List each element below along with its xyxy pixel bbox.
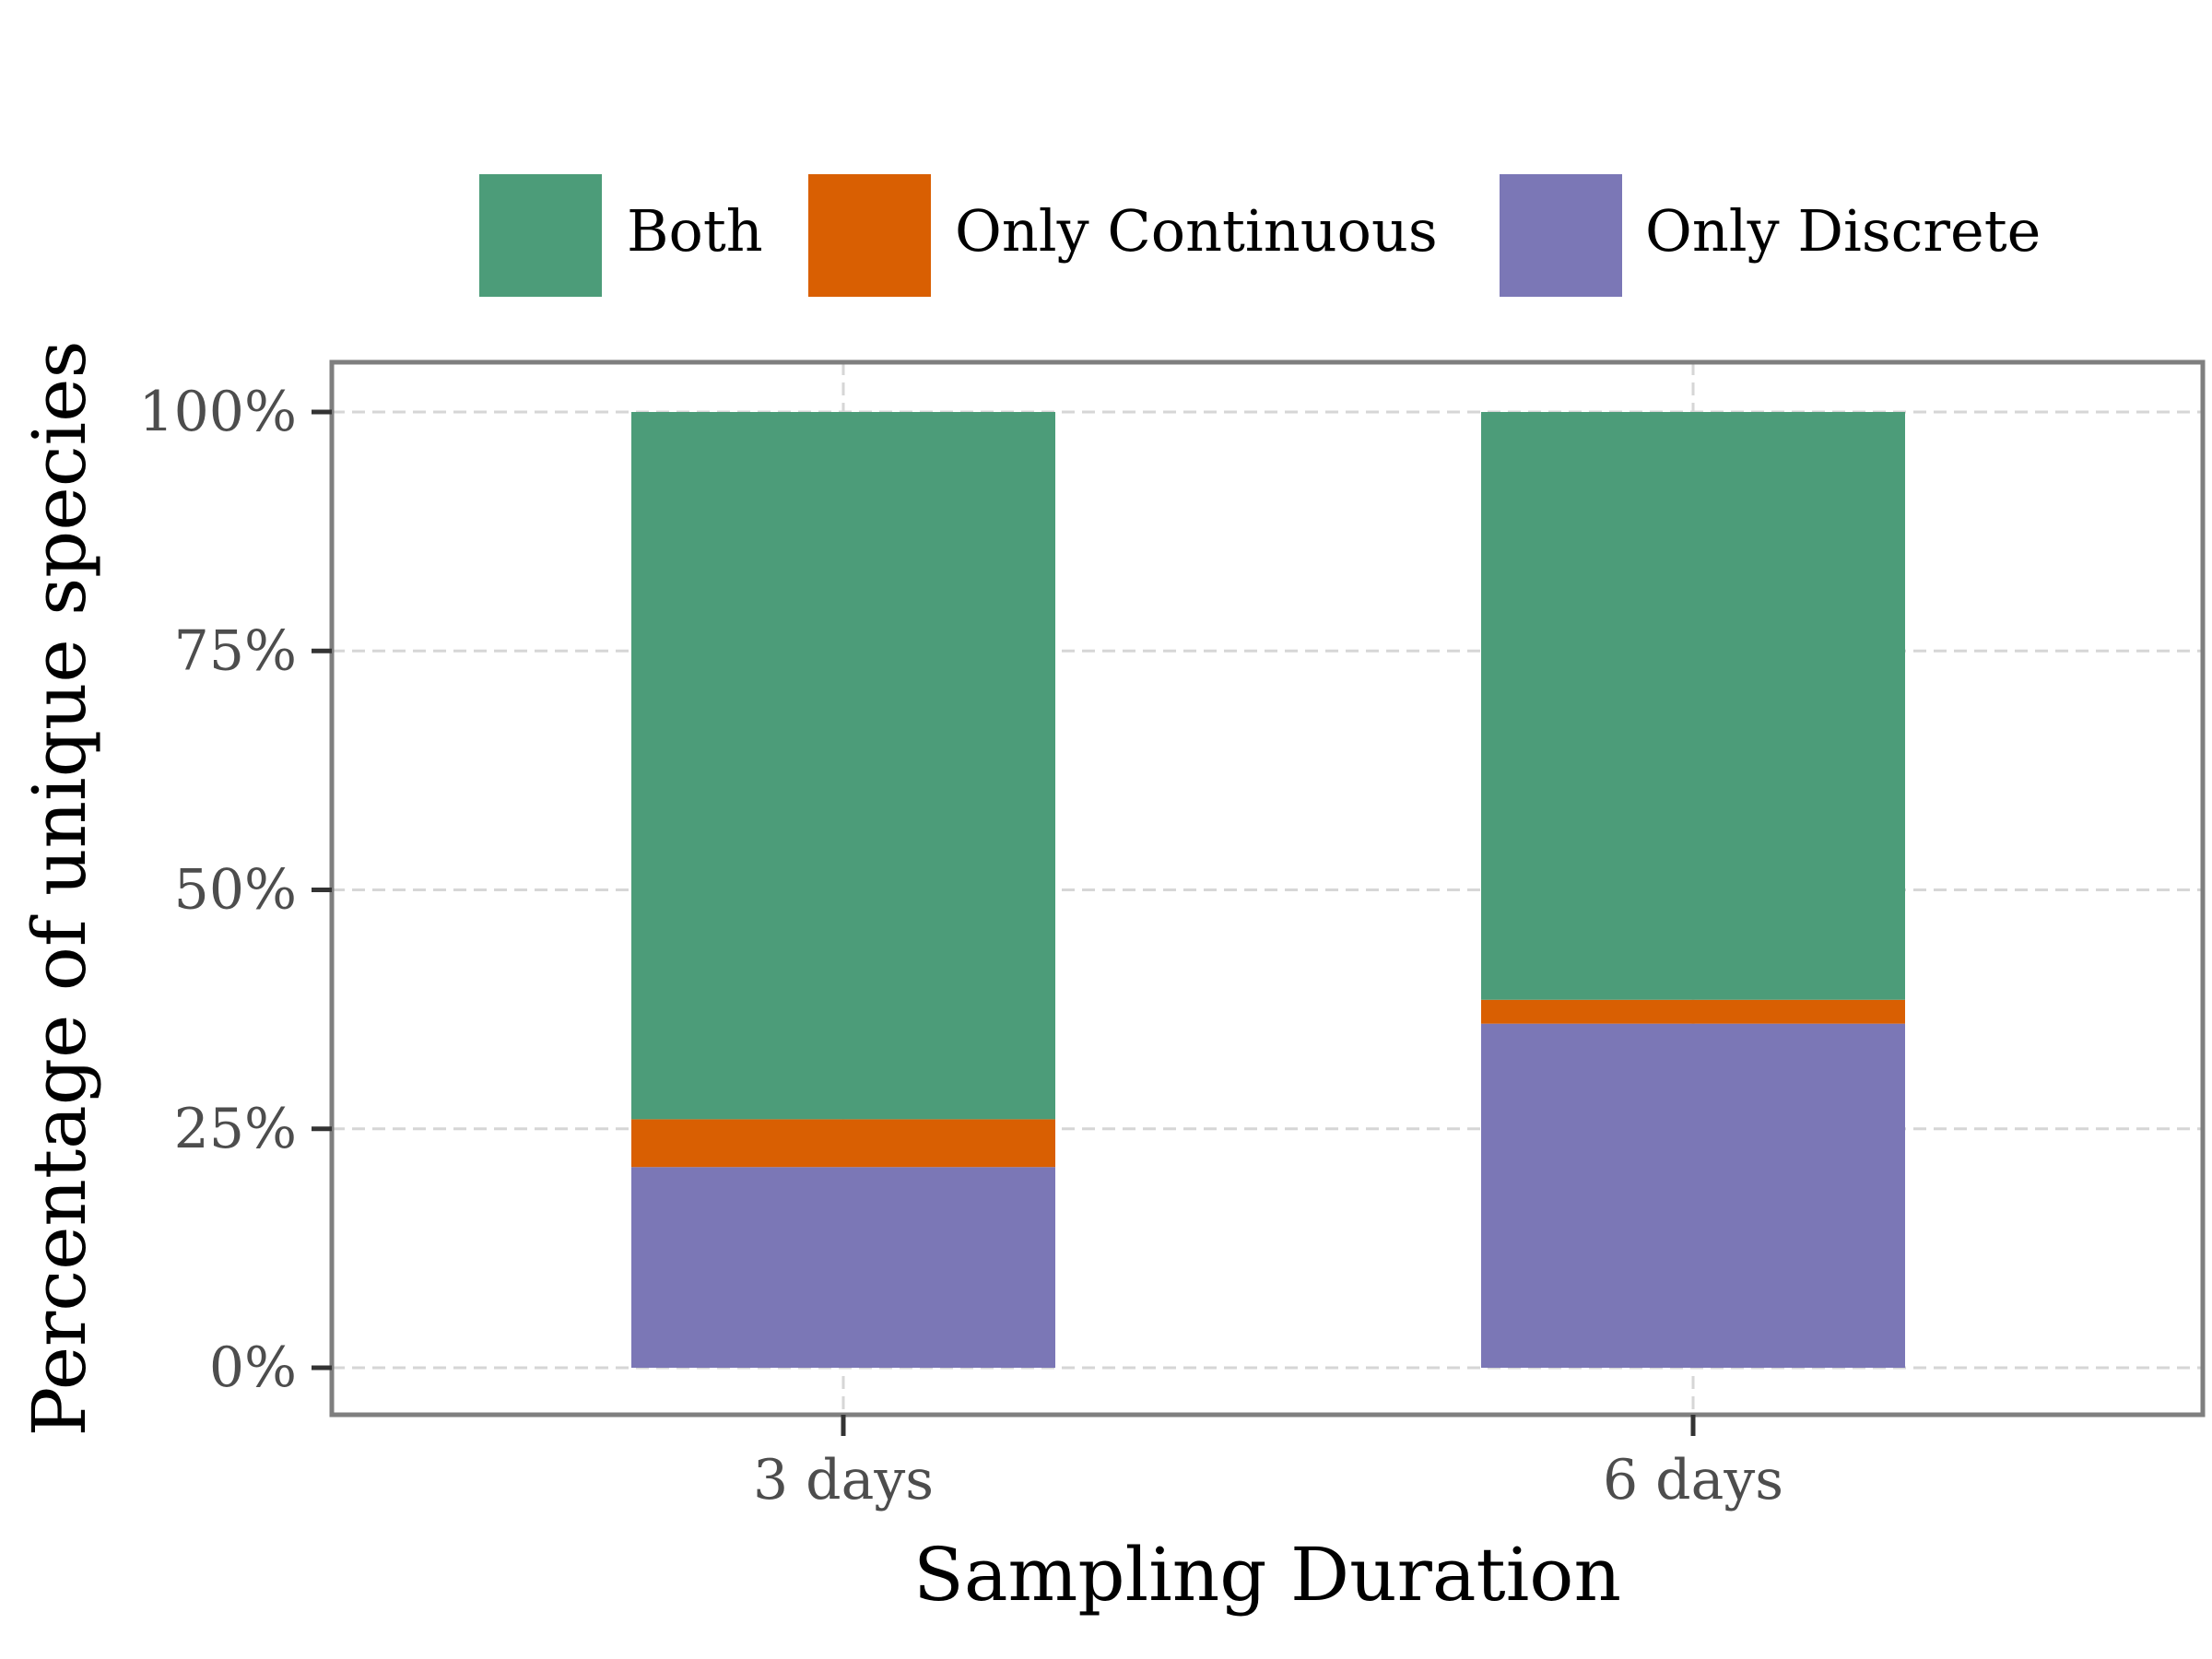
x-tick-label-6-days: 6 days: [1603, 1448, 1783, 1512]
legend-label-only-continuous: Only Continuous: [955, 197, 1438, 265]
legend: Both Only Continuous Only Discrete: [479, 174, 2041, 297]
bars: [631, 412, 1905, 1368]
y-tick-label-50: 50%: [174, 858, 297, 923]
y-tick-label-75: 75%: [174, 618, 297, 683]
bar-6-days-only-discrete: [1481, 1023, 1905, 1368]
legend-label-both: Both: [627, 197, 763, 265]
y-axis: 0% 25% 50% 75% 100%: [138, 380, 332, 1400]
bar-6-days-only-continuous: [1481, 999, 1905, 1024]
legend-key-only-discrete: [1500, 174, 1622, 297]
bar-3-days-only-continuous: [631, 1119, 1055, 1168]
y-axis-title: Percentage of unique species: [17, 340, 102, 1436]
bar-3-days-both: [631, 412, 1055, 1120]
legend-label-only-discrete: Only Discrete: [1645, 197, 2041, 265]
y-tick-label-0: 0%: [209, 1335, 297, 1400]
x-axis: 3 days 6 days: [753, 1415, 1783, 1512]
gridlines: [332, 362, 2203, 1415]
y-tick-label-100: 100%: [138, 380, 297, 444]
x-axis-title: Sampling Duration: [913, 1532, 1621, 1618]
bar-6-days-both: [1481, 412, 1905, 1000]
bar-3-days-only-discrete: [631, 1167, 1055, 1368]
y-tick-label-25: 25%: [174, 1097, 297, 1161]
legend-key-both: [479, 174, 602, 297]
x-tick-label-3-days: 3 days: [753, 1448, 934, 1512]
legend-key-only-continuous: [808, 174, 931, 297]
